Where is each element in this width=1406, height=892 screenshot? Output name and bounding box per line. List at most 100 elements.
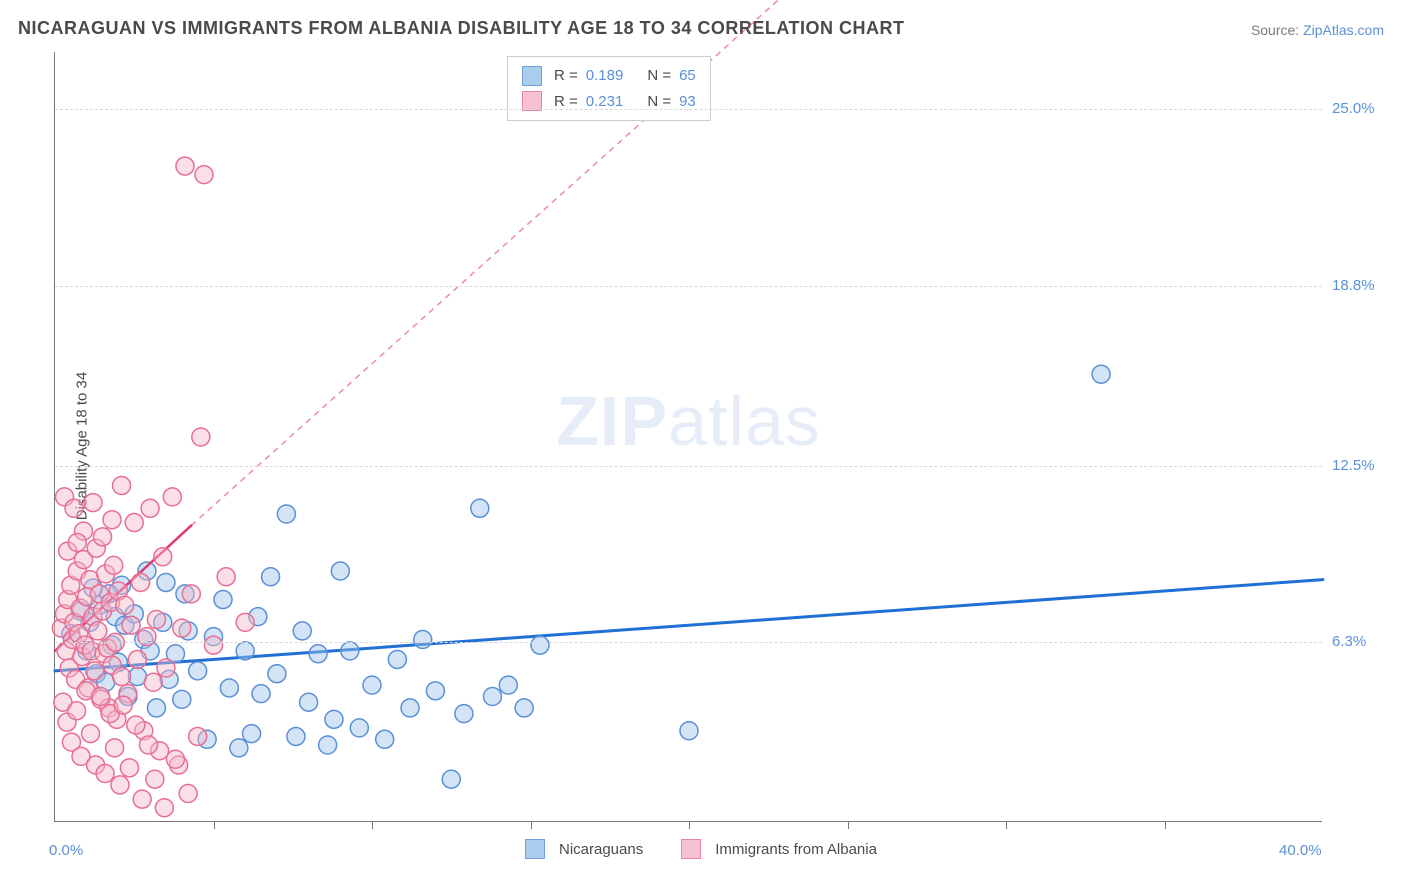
data-point	[236, 642, 254, 660]
data-point	[157, 573, 175, 591]
data-point	[471, 499, 489, 517]
data-point	[144, 673, 162, 691]
data-point	[309, 645, 327, 663]
data-point	[189, 727, 207, 745]
source-credit: Source: ZipAtlas.com	[1251, 22, 1384, 38]
data-point	[125, 514, 143, 532]
data-point	[155, 799, 173, 817]
data-point	[268, 665, 286, 683]
data-point	[116, 596, 134, 614]
gridline	[55, 466, 1322, 467]
data-point	[230, 739, 248, 757]
data-point	[103, 511, 121, 529]
data-point	[319, 736, 337, 754]
data-point	[243, 725, 261, 743]
data-point	[105, 556, 123, 574]
data-point	[262, 568, 280, 586]
data-point	[173, 690, 191, 708]
source-link[interactable]: ZipAtlas.com	[1303, 22, 1384, 38]
data-point	[113, 668, 131, 686]
data-point	[331, 562, 349, 580]
data-point	[483, 688, 501, 706]
data-point	[157, 659, 175, 677]
legend-N-0: 65	[679, 63, 696, 89]
data-point	[127, 716, 145, 734]
data-point	[205, 636, 223, 654]
data-point	[133, 790, 151, 808]
data-point	[166, 750, 184, 768]
data-point	[84, 494, 102, 512]
x-axis-label: 40.0%	[1279, 842, 1322, 859]
legend-bottom-label-1: Immigrants from Albania	[715, 841, 877, 858]
data-point	[401, 699, 419, 717]
data-point	[442, 770, 460, 788]
x-tick	[214, 821, 215, 829]
gridline	[55, 286, 1322, 287]
data-point	[179, 784, 197, 802]
data-point	[111, 776, 129, 794]
data-point	[82, 725, 100, 743]
x-tick	[848, 821, 849, 829]
legend-R-label2: R =	[554, 89, 578, 115]
data-point	[163, 488, 181, 506]
data-point	[176, 157, 194, 175]
data-point	[146, 770, 164, 788]
data-point	[192, 428, 210, 446]
data-point	[236, 613, 254, 631]
data-point	[363, 676, 381, 694]
legend-row-1: R = 0.231 N = 93	[522, 89, 696, 115]
data-point	[189, 662, 207, 680]
data-point	[426, 682, 444, 700]
data-point	[300, 693, 318, 711]
chart-title: NICARAGUAN VS IMMIGRANTS FROM ALBANIA DI…	[18, 18, 905, 39]
gridline	[55, 109, 1322, 110]
data-point	[122, 616, 140, 634]
data-point	[106, 739, 124, 757]
data-point	[1092, 365, 1110, 383]
x-tick	[689, 821, 690, 829]
data-point	[388, 650, 406, 668]
data-point	[114, 696, 132, 714]
data-point	[141, 499, 159, 517]
data-point	[132, 573, 150, 591]
legend-N-1: 93	[679, 89, 696, 115]
data-point	[147, 699, 165, 717]
data-point	[68, 702, 86, 720]
plot-area: ZIPatlas R = 0.189 N = 65 R = 0.231 N = …	[54, 52, 1322, 822]
x-axis-label: 0.0%	[49, 842, 83, 859]
data-point	[214, 591, 232, 609]
data-point	[173, 619, 191, 637]
plot-svg	[55, 52, 1322, 821]
data-point	[680, 722, 698, 740]
data-point	[86, 662, 104, 680]
data-point	[287, 727, 305, 745]
data-point	[531, 636, 549, 654]
data-point	[293, 622, 311, 640]
data-point	[217, 568, 235, 586]
x-tick	[1006, 821, 1007, 829]
data-point	[515, 699, 533, 717]
trend-line-ext	[191, 0, 815, 525]
source-prefix: Source:	[1251, 22, 1303, 38]
legend-bottom-swatch-1	[681, 839, 701, 859]
data-point	[414, 630, 432, 648]
legend-R-1: 0.231	[586, 89, 624, 115]
legend-N-label2: N =	[647, 89, 671, 115]
legend-R-label: R =	[554, 63, 578, 89]
data-point	[65, 499, 83, 517]
data-point	[350, 719, 368, 737]
y-tick-label: 12.5%	[1332, 457, 1392, 474]
data-point	[68, 534, 86, 552]
data-point	[128, 650, 146, 668]
data-point	[154, 548, 172, 566]
x-tick	[1165, 821, 1166, 829]
legend-R-0: 0.189	[586, 63, 624, 89]
y-tick-label: 18.8%	[1332, 277, 1392, 294]
data-point	[96, 765, 114, 783]
data-point	[455, 705, 473, 723]
data-point	[140, 736, 158, 754]
data-point	[182, 585, 200, 603]
legend-bottom-label-0: Nicaraguans	[559, 841, 643, 858]
x-tick	[531, 821, 532, 829]
legend-row-0: R = 0.189 N = 65	[522, 63, 696, 89]
